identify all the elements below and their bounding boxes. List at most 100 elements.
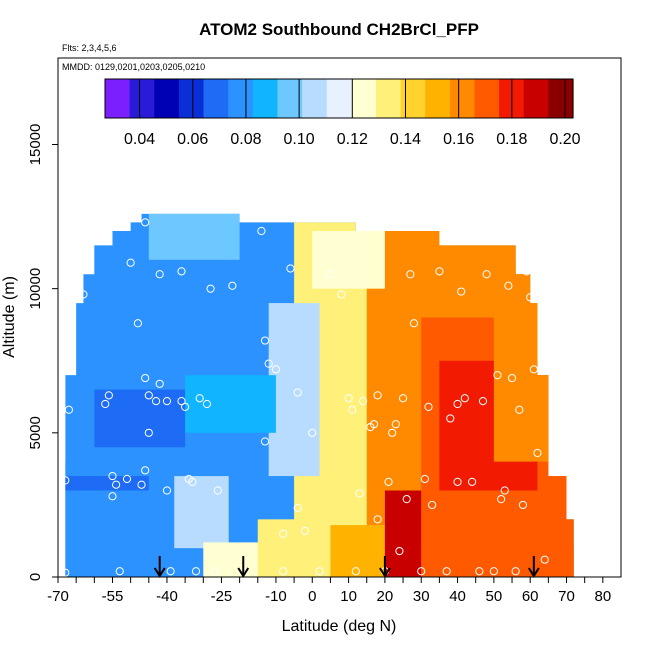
sample-point-4 — [101, 399, 110, 409]
flights-label: Flts: 2,3,4,5,6 — [62, 43, 117, 53]
sample-point-81 — [460, 394, 469, 403]
colorbar: 0.04 0.06 0.08 0.10 0.12 0.14 0.16 0.18 0.20 — [104, 78, 581, 148]
sample-point-80 — [457, 287, 466, 296]
sample-point-45 — [286, 264, 295, 273]
colorbar-segment-14 — [449, 79, 476, 118]
colorbar-segment-1 — [129, 79, 155, 118]
sample-point-83 — [475, 567, 484, 576]
colorbar-segment-13 — [425, 79, 451, 118]
colorbar-segment-5 — [228, 79, 254, 118]
sample-point-82 — [467, 477, 477, 486]
sample-point-57 — [359, 397, 368, 406]
x-tick-label-10: 50 — [486, 588, 503, 605]
colorbar-label-5: 0.14 — [390, 131, 421, 148]
colorbar-frame — [104, 78, 574, 119]
sample-point-32 — [202, 399, 212, 409]
sample-point-6 — [108, 471, 117, 481]
sample-point-20 — [155, 270, 164, 279]
colorbar-label-0: 0.04 — [124, 131, 155, 148]
x-tick-label-9: 40 — [449, 588, 466, 605]
x-tick-label-4: -10 — [265, 588, 287, 605]
field-patch-8 — [174, 476, 229, 549]
sample-point-23 — [162, 397, 172, 406]
y-tick-label-2: 10000 — [27, 268, 44, 310]
colorbar-label-6: 0.16 — [443, 131, 474, 148]
field-patch-13 — [268, 303, 320, 477]
colorbar-segment-12 — [400, 79, 426, 118]
sample-point-10 — [122, 474, 132, 484]
colorbar-segment-2 — [154, 79, 180, 118]
colorbar-label-7: 0.18 — [496, 131, 527, 148]
x-tick-label-8: 30 — [413, 588, 430, 605]
sample-point-40 — [260, 336, 270, 345]
colorbar-segment-15 — [474, 79, 500, 118]
sample-point-85 — [482, 270, 491, 279]
sample-point-86 — [489, 567, 498, 576]
sample-point-31 — [195, 394, 204, 403]
sample-point-47 — [293, 388, 302, 397]
sample-point-24 — [166, 567, 175, 576]
x-tick-label-5: 0 — [308, 588, 316, 605]
colorbar-segment-4 — [203, 79, 229, 118]
sample-point-14 — [141, 218, 150, 227]
sample-point-89 — [500, 486, 509, 495]
sample-point-97 — [529, 365, 538, 374]
sample-point-42 — [271, 365, 281, 374]
field-patch-11 — [330, 525, 385, 577]
sample-point-19 — [151, 397, 161, 406]
y-tick-label-3: 15000 — [27, 124, 44, 166]
sample-point-79 — [453, 399, 462, 409]
sample-point-39 — [260, 437, 270, 446]
sample-point-66 — [395, 546, 404, 556]
sample-point-11 — [126, 258, 135, 267]
colorbar-segment-9 — [326, 79, 352, 118]
sample-point-73 — [424, 402, 433, 411]
colorbar-segment-7 — [277, 79, 303, 118]
x-tick-label-13: 80 — [594, 588, 611, 605]
flight-marker-2 — [379, 556, 391, 578]
sample-point-25 — [177, 267, 186, 276]
sample-point-84 — [478, 397, 488, 406]
sample-point-59 — [369, 420, 379, 429]
sample-point-9 — [115, 567, 124, 576]
sample-point-7 — [108, 492, 117, 501]
sample-point-87 — [493, 371, 502, 380]
colorbar-segment-10 — [351, 79, 377, 118]
sample-point-38 — [257, 226, 266, 236]
x-tick-label-12: 70 — [558, 588, 575, 605]
sample-point-99 — [540, 555, 549, 564]
sample-point-2 — [64, 405, 73, 414]
field-patch-17 — [94, 389, 186, 448]
sample-point-71 — [417, 567, 426, 576]
colorbar-label-4: 0.12 — [337, 131, 368, 148]
sample-point-54 — [348, 405, 357, 414]
sample-point-56 — [355, 489, 364, 498]
sample-point-93 — [515, 405, 524, 414]
sample-point-13 — [137, 480, 146, 489]
sample-point-48 — [300, 526, 310, 535]
y-tick-label-1: 5000 — [27, 416, 44, 449]
sample-point-21 — [155, 379, 164, 388]
sample-point-3 — [79, 290, 88, 299]
sample-point-60 — [373, 391, 382, 400]
sample-point-36 — [228, 281, 237, 290]
sample-point-50 — [315, 567, 324, 576]
x-tick-label-6: 10 — [340, 588, 357, 605]
sample-point-46 — [293, 503, 302, 512]
x-tick-label-1: -55 — [102, 588, 124, 605]
sample-point-91 — [507, 373, 517, 383]
sample-point-69 — [406, 270, 415, 279]
chart-title: ATOM2 Southbound CH2BrCl_PFP — [199, 20, 479, 39]
sample-point-77 — [446, 414, 455, 423]
field-patch-18 — [185, 375, 276, 433]
sample-point-5 — [104, 391, 113, 400]
field-patch-7 — [457, 245, 516, 318]
sample-point-34 — [210, 567, 219, 576]
sample-point-17 — [144, 391, 153, 400]
sample-point-43 — [279, 529, 288, 538]
colorbar-segment-6 — [252, 79, 279, 118]
field-patch-12 — [384, 490, 422, 577]
colorbar-segment-0 — [105, 79, 131, 118]
y-axis-label: Altitude (m) — [1, 276, 18, 358]
